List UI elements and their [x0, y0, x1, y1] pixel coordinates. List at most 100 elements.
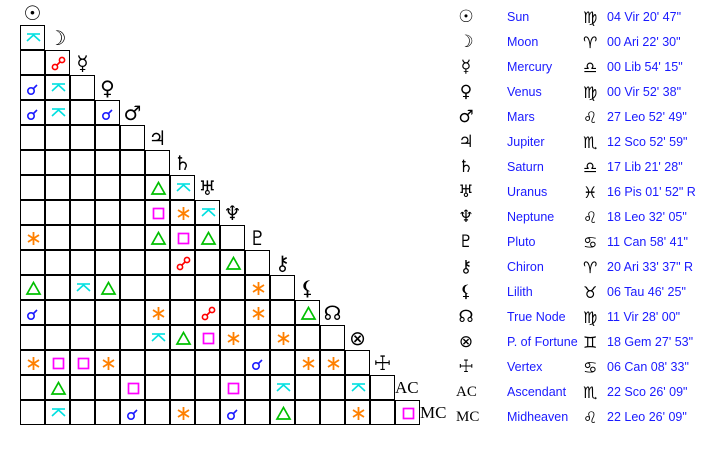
aspect-cell	[119, 174, 145, 200]
aspect-cell	[219, 274, 245, 300]
mars-glyph-icon: ♂	[123, 100, 142, 125]
aspect-cell	[169, 224, 195, 250]
quincunx-icon	[50, 407, 66, 417]
neptune-icon: ♆	[458, 207, 474, 227]
moon-icon: ☽	[458, 32, 474, 52]
moon-glyph-icon: ☽	[48, 25, 67, 50]
aspect-cell	[219, 249, 245, 275]
position-row-true-node: ☊ True Node ♍ 11 Vir 28' 00"	[450, 305, 705, 330]
body-position: 22 Sco 26' 09"	[607, 385, 688, 399]
trine-icon	[50, 380, 66, 395]
zodiac-sign-icon: ♓	[583, 183, 598, 202]
aspect-cell	[19, 274, 45, 300]
sextile-icon	[327, 356, 339, 370]
aspect-cell	[119, 149, 145, 175]
position-row-ascendant: AC Ascendant ♏ 22 Sco 26' 09"	[450, 380, 705, 405]
aspect-cell	[94, 199, 120, 225]
aspect-cell	[194, 374, 220, 400]
aspect-cell	[319, 324, 345, 350]
body-name: Pluto	[507, 235, 536, 249]
conjunction-icon	[126, 408, 138, 420]
sextile-icon	[252, 306, 264, 320]
trine-icon	[25, 280, 41, 295]
body-position: 06 Tau 46' 25"	[607, 285, 686, 299]
aspect-cell	[119, 374, 145, 400]
aspect-cell	[144, 224, 170, 250]
quincunx-icon	[175, 182, 191, 192]
sextile-icon	[352, 406, 364, 420]
trine-icon	[150, 230, 166, 245]
square-icon	[152, 207, 164, 219]
body-name: Midheaven	[507, 410, 569, 424]
aspect-cell	[294, 324, 320, 350]
position-row-lilith: ⚸ Lilith ♉ 06 Tau 46' 25"	[450, 280, 705, 305]
aspect-cell	[169, 374, 195, 400]
aspect-cell	[69, 124, 95, 150]
position-row-pluto: ♇ Pluto ♋ 11 Can 58' 41"	[450, 230, 705, 255]
position-row-neptune: ♆ Neptune ♌ 18 Leo 32' 05"	[450, 205, 705, 230]
aspect-cell	[44, 349, 70, 375]
aspect-cell	[44, 374, 70, 400]
lilith-glyph-icon: ⚸	[300, 275, 315, 300]
vertex-glyph-icon: ☩	[373, 350, 392, 375]
aspect-cell	[19, 224, 45, 250]
sextile-icon	[252, 281, 264, 295]
jupiter-icon: ♃	[458, 132, 474, 152]
aspect-cell	[144, 249, 170, 275]
trine-icon	[200, 230, 216, 245]
body-position: 17 Lib 21' 28"	[607, 160, 683, 174]
opposition-icon	[176, 256, 190, 270]
zodiac-sign-icon: ♎	[583, 158, 598, 177]
true-node-glyph-icon: ☊	[323, 300, 342, 325]
aspect-cell	[44, 224, 70, 250]
aspect-cell	[69, 199, 95, 225]
body-position: 00 Lib 54' 15"	[607, 60, 683, 74]
aspect-cell	[44, 324, 70, 350]
saturn-icon: ♄	[458, 157, 474, 177]
chiron-icon: ⚷	[459, 257, 473, 277]
position-row-saturn: ♄ Saturn ♎ 17 Lib 21' 28"	[450, 155, 705, 180]
aspect-cell	[44, 99, 70, 125]
aspect-cell	[269, 399, 295, 425]
zodiac-sign-icon: ♋	[583, 358, 598, 377]
aspect-cell	[44, 299, 70, 325]
aspect-cell	[194, 249, 220, 275]
body-name: Mercury	[507, 60, 553, 74]
position-row-sun: ☉ Sun ♍ 04 Vir 20' 47"	[450, 5, 705, 30]
aspect-cell	[19, 324, 45, 350]
aspect-cell	[119, 299, 145, 325]
position-row-mercury: ☿ Mercury ♎ 00 Lib 54' 15"	[450, 55, 705, 80]
aspect-cell	[19, 399, 45, 425]
aspect-cell	[94, 274, 120, 300]
quincunx-icon	[200, 207, 216, 217]
aspect-cell	[19, 24, 45, 50]
uranus-glyph-icon: ♅	[198, 175, 217, 200]
quincunx-icon	[25, 32, 41, 42]
aspect-cell	[244, 274, 270, 300]
body-name: Ascendant	[507, 385, 567, 399]
aspect-cell	[19, 349, 45, 375]
aspect-cell	[19, 299, 45, 325]
aspect-cell	[244, 349, 270, 375]
aspect-cell	[144, 174, 170, 200]
square-icon	[402, 407, 414, 419]
body-name: Venus	[507, 85, 542, 99]
lilith-icon: ⚸	[459, 282, 473, 302]
sextile-icon	[27, 356, 39, 370]
aspect-cell	[294, 374, 320, 400]
aspect-cell	[69, 399, 95, 425]
vertex-icon: ☩	[458, 357, 474, 377]
mars-icon: ♂	[458, 107, 474, 127]
aspect-cell	[294, 349, 320, 375]
aspect-cell	[69, 149, 95, 175]
aspect-cell	[394, 399, 420, 425]
square-icon	[52, 357, 64, 369]
aspect-cell	[44, 149, 70, 175]
body-position: 11 Vir 28' 00"	[607, 310, 681, 324]
aspect-cell	[244, 374, 270, 400]
venus-icon: ♀	[459, 82, 473, 102]
aspect-cell	[69, 374, 95, 400]
aspect-cell	[119, 124, 145, 150]
aspect-cell	[69, 299, 95, 325]
body-name: Uranus	[507, 185, 548, 199]
